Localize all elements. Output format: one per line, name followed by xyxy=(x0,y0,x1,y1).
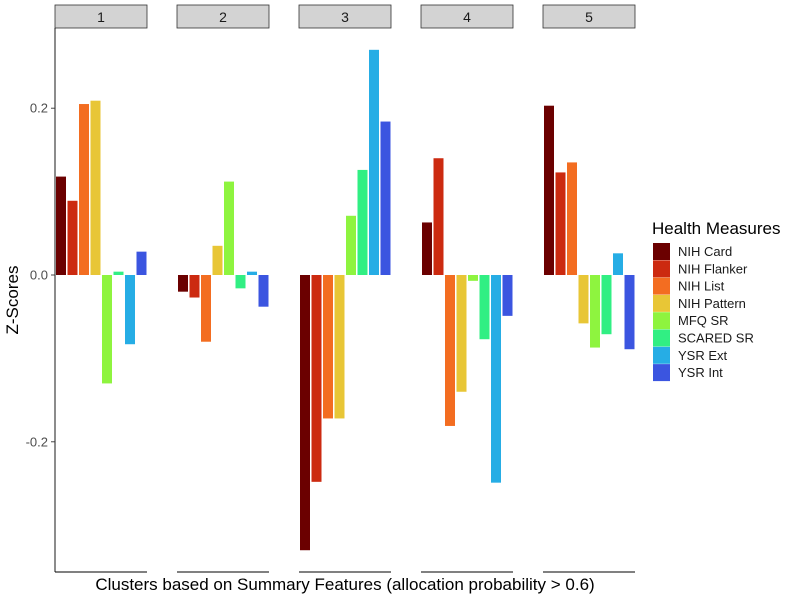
legend-swatch xyxy=(653,312,670,330)
bar-nih-pattern-cluster-3 xyxy=(334,275,345,419)
legend-item: NIH Flanker xyxy=(653,260,748,278)
bar-ysr-ext-cluster-1 xyxy=(125,275,135,345)
facet-strip xyxy=(54,4,148,29)
facet-strip xyxy=(298,4,392,29)
bar-scared-sr-cluster-2 xyxy=(235,275,246,289)
y-axis-title: Z-Scores xyxy=(3,266,22,335)
bar-ysr-int-cluster-3 xyxy=(380,121,391,275)
legend-title: Health Measures xyxy=(652,219,781,238)
facet-panel-5: 5 xyxy=(542,4,636,573)
bar-nih-pattern-cluster-2 xyxy=(212,245,223,275)
legend-item: NIH List xyxy=(653,277,725,295)
bar-mfq-sr-cluster-2 xyxy=(224,181,234,275)
legend-label: YSR Ext xyxy=(678,348,728,363)
facet-strip-label: 2 xyxy=(219,9,227,25)
chart-panels: 1 2 3 4 5 xyxy=(54,4,636,573)
facet-strip-label: 1 xyxy=(97,9,105,25)
x-axis-title: Clusters based on Summary Features (allo… xyxy=(95,575,594,594)
legend-item: MFQ SR xyxy=(653,312,729,330)
legend-swatch xyxy=(653,329,670,347)
bar-nih-flanker-cluster-3 xyxy=(311,275,322,482)
legend-swatch xyxy=(653,346,670,364)
bar-nih-flanker-cluster-5 xyxy=(555,172,566,275)
legend-label: SCARED SR xyxy=(678,331,754,346)
facet-strip-label: 5 xyxy=(585,9,593,25)
bar-scared-sr-cluster-3 xyxy=(357,169,368,275)
bar-nih-list-cluster-1 xyxy=(79,104,89,275)
y-tick-label: -0.2 xyxy=(26,434,48,449)
bar-nih-card-cluster-4 xyxy=(422,222,432,275)
facet-strip-label: 4 xyxy=(463,9,471,25)
bar-nih-list-cluster-3 xyxy=(323,275,333,419)
legend-item: YSR Ext xyxy=(653,346,728,364)
legend-item: NIH Card xyxy=(653,243,732,260)
legend-label: YSR Int xyxy=(678,365,723,380)
bar-nih-card-cluster-2 xyxy=(178,275,188,292)
bar-nih-flanker-cluster-2 xyxy=(189,275,200,298)
legend-label: NIH Card xyxy=(678,244,732,259)
y-tick-label: 0.0 xyxy=(30,268,48,283)
bar-mfq-sr-cluster-1 xyxy=(102,275,112,384)
bar-nih-card-cluster-1 xyxy=(56,176,66,275)
legend: Health Measures NIH Card NIH Flanker NIH L… xyxy=(652,219,781,382)
legend-item: YSR Int xyxy=(653,364,723,382)
legend-label: NIH List xyxy=(678,279,725,294)
bar-scared-sr-cluster-1 xyxy=(113,271,124,275)
legend-label: MFQ SR xyxy=(678,313,729,328)
y-tick-label: 0.2 xyxy=(30,101,48,116)
legend-swatch xyxy=(653,277,670,295)
bar-ysr-int-cluster-5 xyxy=(624,275,635,350)
facet-panel-4: 4 xyxy=(420,4,514,573)
bar-nih-card-cluster-3 xyxy=(300,275,310,551)
bar-nih-flanker-cluster-4 xyxy=(433,158,444,275)
legend-swatch xyxy=(653,364,670,382)
facet-strip-label: 3 xyxy=(341,9,349,25)
bar-ysr-ext-cluster-3 xyxy=(369,49,379,275)
bar-ysr-int-cluster-1 xyxy=(136,251,147,275)
facet-panel-2: 2 xyxy=(176,4,270,573)
bar-nih-list-cluster-2 xyxy=(201,275,211,342)
bar-mfq-sr-cluster-3 xyxy=(346,215,356,275)
legend-item: SCARED SR xyxy=(653,329,754,347)
legend-label: NIH Pattern xyxy=(678,296,746,311)
legend-swatch xyxy=(653,243,670,260)
bar-nih-pattern-cluster-4 xyxy=(456,275,467,392)
facet-strip xyxy=(176,4,270,29)
legend-item: NIH Pattern xyxy=(653,294,746,312)
bar-scared-sr-cluster-4 xyxy=(479,275,490,340)
bar-nih-card-cluster-5 xyxy=(544,105,554,275)
facet-panel-3: 3 xyxy=(298,4,392,573)
facet-strip xyxy=(420,4,514,29)
bar-ysr-ext-cluster-5 xyxy=(613,253,623,275)
bar-nih-pattern-cluster-5 xyxy=(578,275,589,324)
legend-label: NIH Flanker xyxy=(678,261,748,276)
bar-ysr-int-cluster-4 xyxy=(502,275,513,316)
bar-nih-list-cluster-4 xyxy=(445,275,455,426)
facet-panel-1: 1 xyxy=(54,4,148,573)
bar-mfq-sr-cluster-5 xyxy=(590,275,600,348)
bar-nih-list-cluster-5 xyxy=(567,162,577,275)
bar-nih-flanker-cluster-1 xyxy=(67,200,78,275)
facet-strip xyxy=(542,4,636,29)
bar-nih-pattern-cluster-1 xyxy=(90,100,101,275)
bar-scared-sr-cluster-5 xyxy=(601,275,612,335)
bar-ysr-ext-cluster-2 xyxy=(247,271,257,275)
bar-ysr-ext-cluster-4 xyxy=(491,275,501,483)
bar-ysr-int-cluster-2 xyxy=(258,275,269,307)
legend-swatch xyxy=(653,294,670,312)
y-axis: 0.2 0.0 -0.2 xyxy=(26,28,56,572)
legend-swatch xyxy=(653,260,670,278)
bar-mfq-sr-cluster-4 xyxy=(468,275,478,281)
